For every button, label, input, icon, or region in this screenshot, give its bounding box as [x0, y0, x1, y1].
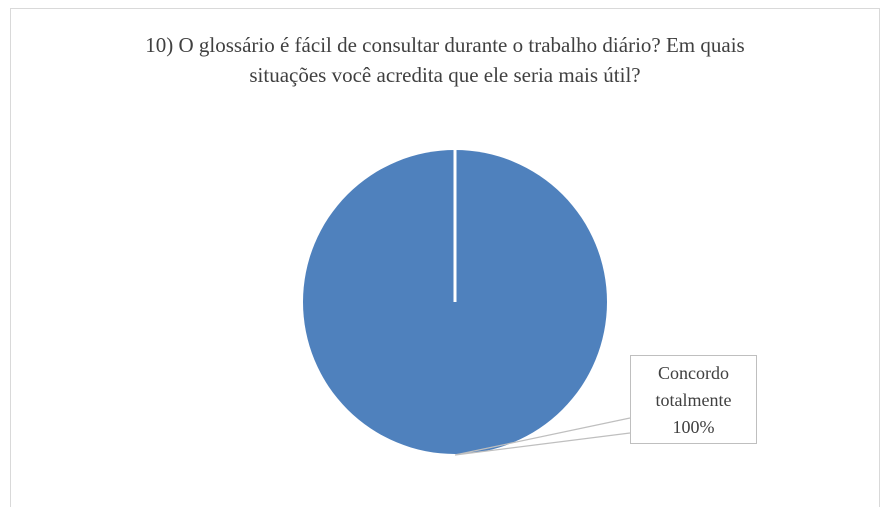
data-label: Concordo totalmente 100% — [630, 355, 757, 444]
category-label: Concordo totalmente — [655, 363, 732, 410]
chart-title: 10) O glossário é fácil de consultar dur… — [145, 33, 745, 87]
chart-border — [10, 8, 880, 507]
leader-line — [454, 417, 631, 456]
value-label: 100% — [672, 417, 715, 437]
